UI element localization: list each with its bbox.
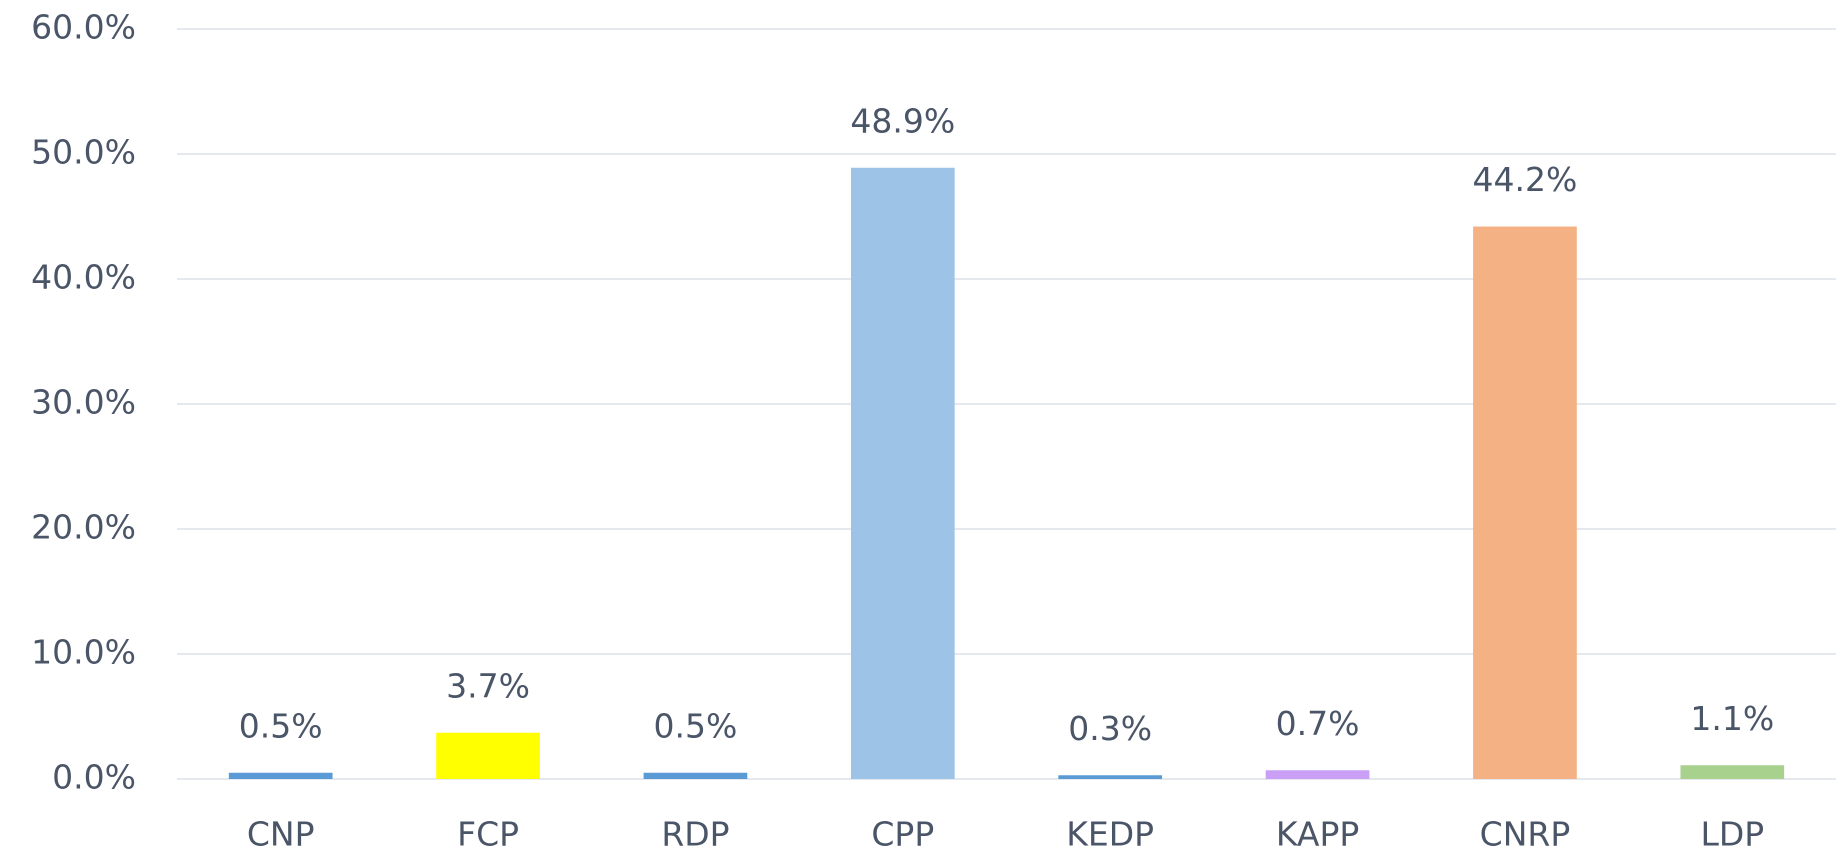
x-tick-label: FCP (457, 815, 519, 854)
x-tick-label: CPP (871, 815, 934, 854)
y-tick-label: 60.0% (31, 8, 136, 47)
bar (436, 732, 540, 779)
x-tick-label: KAPP (1276, 815, 1359, 854)
value-label: 0.5% (239, 706, 323, 745)
value-label: 0.7% (1276, 704, 1360, 743)
x-tick-label: KEDP (1066, 815, 1154, 854)
value-label: 44.2% (1473, 160, 1578, 199)
value-label: 0.3% (1068, 709, 1152, 748)
bar (1058, 775, 1163, 779)
x-tick-label: CNRP (1480, 815, 1571, 854)
y-tick-label: 20.0% (31, 508, 136, 547)
y-tick-label: 40.0% (31, 258, 136, 297)
bar (643, 772, 748, 779)
y-tick-label: 30.0% (31, 383, 136, 422)
x-tick-label: CNP (247, 815, 315, 854)
x-tick-label: LDP (1700, 815, 1764, 854)
bar (850, 167, 955, 779)
x-tick-label: RDP (661, 815, 729, 854)
bar (1265, 770, 1370, 779)
bar (228, 772, 333, 779)
y-tick-label: 0.0% (52, 758, 136, 797)
value-label: 0.5% (654, 706, 738, 745)
value-label: 3.7% (446, 666, 530, 705)
y-tick-label: 50.0% (31, 133, 136, 172)
bar (1473, 226, 1577, 779)
y-tick-label: 10.0% (31, 633, 136, 672)
value-label: 1.1% (1690, 699, 1774, 738)
value-label: 48.9% (850, 101, 955, 140)
bar (1680, 765, 1785, 779)
